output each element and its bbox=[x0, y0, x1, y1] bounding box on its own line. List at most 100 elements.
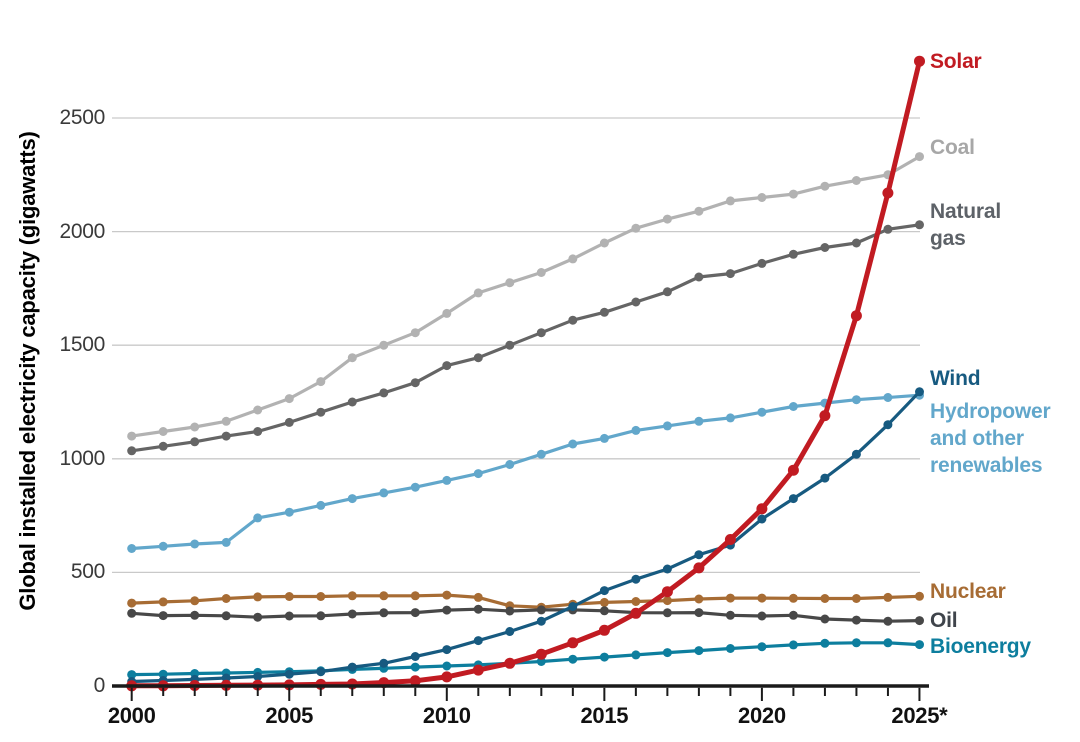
series-dot-gas bbox=[473, 353, 483, 363]
series-dot-gas bbox=[379, 388, 389, 398]
series-dot-nuclear bbox=[473, 592, 483, 602]
series-dot-gas bbox=[347, 397, 357, 407]
series-dot-gas bbox=[127, 446, 137, 456]
series-dot-gas bbox=[915, 220, 924, 230]
x-tick-label: 2025* bbox=[891, 703, 948, 728]
series-dot-gas bbox=[820, 243, 830, 252]
series-dot-solar bbox=[567, 637, 579, 649]
series-dot-wind bbox=[599, 586, 609, 596]
series-dot-wind bbox=[221, 673, 231, 683]
series-dot-oil bbox=[410, 608, 420, 618]
series-dot-solar bbox=[598, 624, 610, 636]
series-dot-hydro bbox=[158, 541, 168, 551]
series-dot-oil bbox=[757, 611, 767, 621]
series-dot-coal bbox=[253, 405, 263, 415]
series-dot-nuclear bbox=[347, 591, 357, 601]
series-dot-bio bbox=[757, 642, 767, 652]
series-dot-oil bbox=[442, 605, 452, 615]
series-dot-nuclear bbox=[757, 593, 767, 603]
series-dot-solar bbox=[914, 55, 925, 67]
series-dot-wind bbox=[915, 387, 924, 397]
y-tick-label: 2500 bbox=[59, 106, 105, 129]
series-line-oil bbox=[130, 607, 922, 623]
series-dot-solar bbox=[472, 664, 484, 676]
series-dot-nuclear bbox=[662, 596, 672, 606]
series-line-hydro bbox=[130, 393, 922, 551]
series-dot-nuclear bbox=[379, 591, 389, 601]
series-dot-solar bbox=[409, 675, 421, 687]
series-dot-coal bbox=[473, 288, 483, 298]
series-dot-gas bbox=[221, 431, 231, 441]
series-dot-solar bbox=[724, 534, 736, 545]
series-dot-oil bbox=[662, 608, 672, 618]
series-dot-oil bbox=[883, 616, 893, 626]
series-dot-nuclear bbox=[915, 591, 924, 601]
series-dot-hydro bbox=[631, 425, 641, 435]
series-dot-nuclear bbox=[158, 597, 168, 607]
series-dot-solar bbox=[630, 607, 642, 619]
series-dot-wind bbox=[757, 514, 767, 524]
series-dot-solar bbox=[693, 562, 705, 574]
series-dot-hydro bbox=[599, 433, 609, 443]
series-dot-bio bbox=[694, 646, 704, 656]
series-label-wind: Wind bbox=[930, 367, 981, 391]
series-dot-gas bbox=[568, 315, 578, 325]
series-dot-wind bbox=[883, 420, 893, 430]
series-dot-gas bbox=[442, 361, 452, 371]
series-dot-coal bbox=[820, 181, 830, 191]
series-dot-bio bbox=[410, 662, 420, 672]
series-dot-solar bbox=[535, 648, 547, 660]
series-dot-wind bbox=[851, 449, 861, 459]
series-dot-hydro bbox=[694, 416, 704, 426]
series-dot-wind bbox=[568, 602, 578, 611]
y-tick-label: 500 bbox=[70, 560, 105, 584]
series-dot-solar bbox=[819, 410, 831, 422]
series-dot-gas bbox=[253, 427, 263, 436]
series-dot-solar bbox=[504, 657, 516, 669]
series-dot-wind bbox=[631, 574, 641, 584]
series-dot-coal bbox=[757, 193, 767, 202]
series-dot-coal bbox=[694, 206, 704, 216]
x-tick-label: 2005 bbox=[265, 703, 314, 728]
series-label-gas: Natural gas bbox=[930, 199, 1001, 250]
series-dot-gas bbox=[851, 238, 861, 248]
series-dot-hydro bbox=[725, 413, 735, 423]
series-dot-gas bbox=[757, 258, 767, 268]
series-label-solar: Solar bbox=[930, 49, 982, 73]
series-dot-nuclear bbox=[599, 597, 609, 607]
series-dot-oil bbox=[221, 611, 231, 621]
series-dot-gas bbox=[662, 287, 672, 297]
series-dot-coal bbox=[410, 328, 420, 338]
series-dot-nuclear bbox=[190, 596, 200, 606]
series-dot-solar bbox=[850, 310, 862, 322]
series-dot-wind bbox=[410, 652, 420, 661]
y-tick-label: 1000 bbox=[59, 446, 105, 470]
series-dot-nuclear bbox=[694, 594, 704, 604]
series-dot-oil bbox=[190, 610, 200, 620]
series-dot-wind bbox=[316, 667, 326, 677]
series-dot-nuclear bbox=[788, 593, 798, 603]
series-dot-oil bbox=[284, 611, 294, 621]
series-dot-gas bbox=[725, 269, 735, 279]
series-dot-coal bbox=[127, 431, 137, 441]
series-dot-solar bbox=[787, 464, 799, 476]
series-dot-hydro bbox=[284, 507, 294, 517]
series-dot-oil bbox=[851, 615, 861, 625]
series-dot-hydro bbox=[410, 482, 420, 492]
series-dot-nuclear bbox=[442, 590, 452, 600]
series-dot-coal bbox=[536, 268, 546, 277]
series-dot-hydro bbox=[442, 475, 452, 485]
series-dot-gas bbox=[694, 272, 704, 282]
series-dot-coal bbox=[788, 189, 798, 199]
series-dot-solar bbox=[756, 503, 768, 515]
series-dot-hydro bbox=[662, 421, 672, 431]
series-dot-gas bbox=[883, 224, 893, 234]
series-dot-hydro bbox=[788, 402, 798, 411]
series-dot-nuclear bbox=[221, 594, 231, 603]
series-dot-gas bbox=[410, 378, 420, 388]
series-dot-hydro bbox=[568, 439, 578, 449]
series-dot-hydro bbox=[473, 469, 483, 479]
series-dot-nuclear bbox=[631, 597, 641, 606]
series-dot-hydro bbox=[221, 537, 231, 547]
